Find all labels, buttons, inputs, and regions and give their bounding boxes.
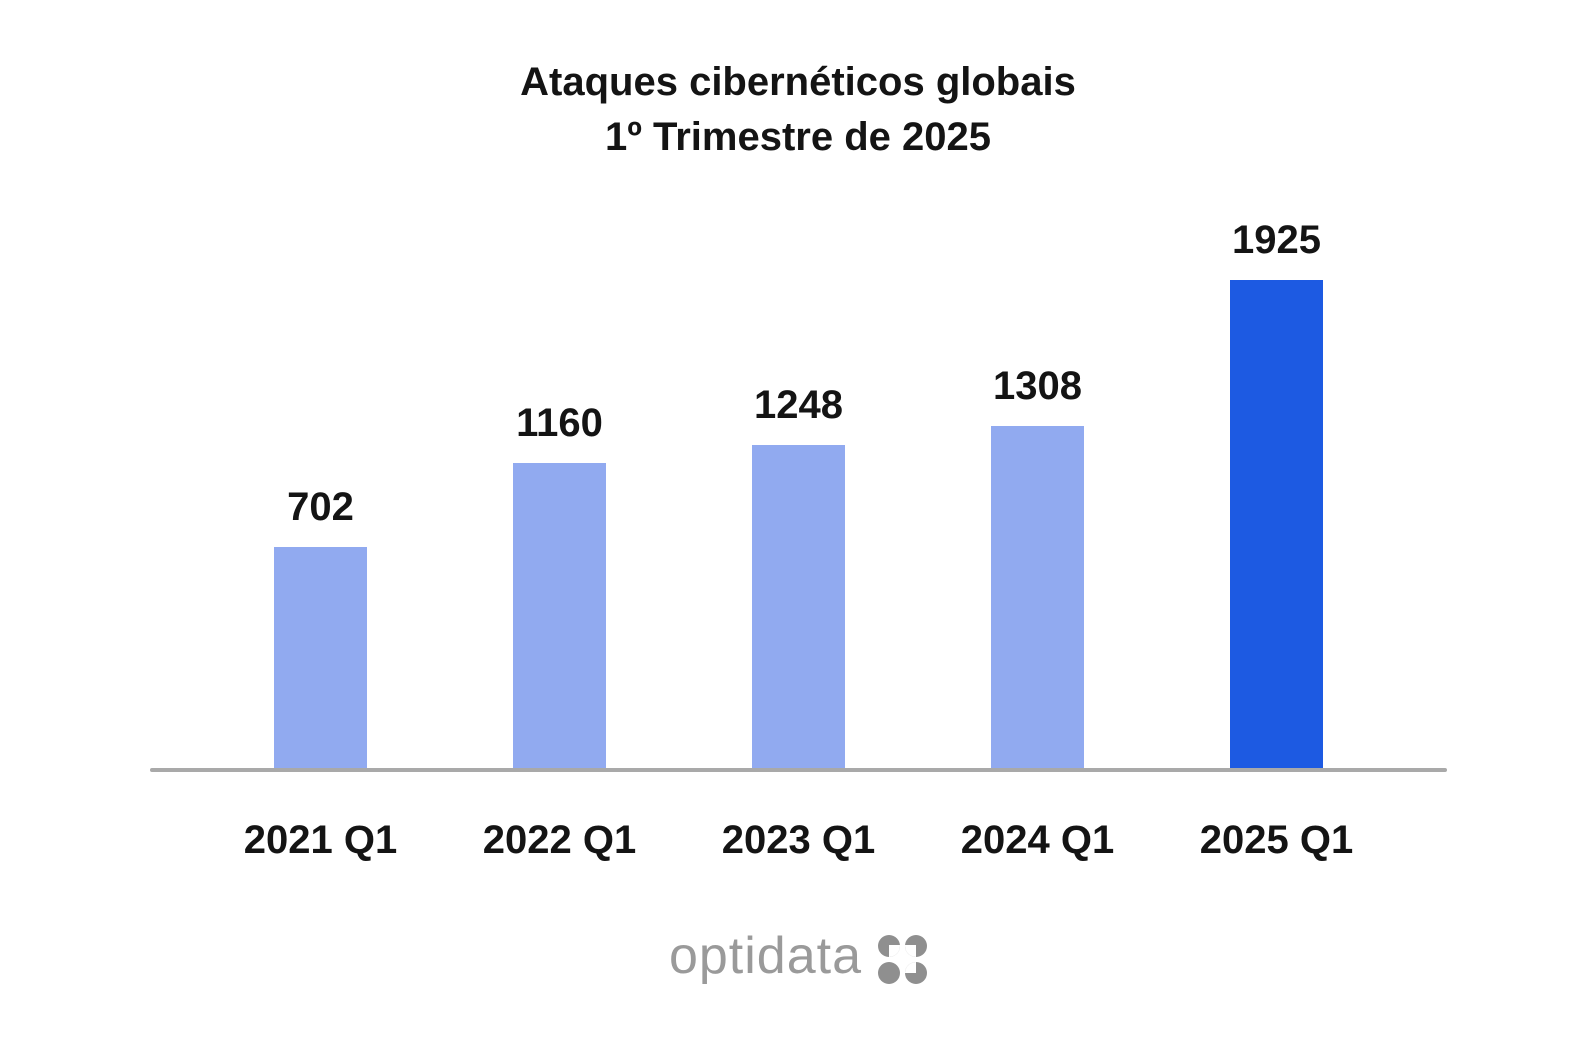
logo-dot-top-right-icon <box>905 934 928 957</box>
bars-row: 702 1160 1248 1308 1925 <box>274 0 1323 768</box>
bar-value-label: 1248 <box>754 383 843 427</box>
x-tick-label-2022-q1: 2022 Q1 <box>482 818 637 862</box>
chart-title: Ataques cibernéticos globais 1º Trimestr… <box>0 55 1596 165</box>
bar-column-2022-q1: 1160 <box>513 399 606 768</box>
logo-dot-bottom-left-icon <box>878 961 901 984</box>
optidata-logo-text: optidata <box>668 927 863 985</box>
bar-column-2024-q1: 1308 <box>991 362 1084 768</box>
x-tick-label-2025-q1: 2025 Q1 <box>1199 818 1354 862</box>
x-axis-line <box>150 768 1447 772</box>
optidata-logo-mark-icon <box>878 934 928 984</box>
bar-value-label: 702 <box>287 485 354 529</box>
bar-value-label: 1925 <box>1232 218 1321 262</box>
plot-area: 702 1160 1248 1308 1925 2021 Q1 <box>150 0 1447 900</box>
bar-column-2025-q1: 1925 <box>1230 216 1323 768</box>
chart-title-line1: Ataques cibernéticos globais <box>520 60 1076 104</box>
x-tick-label-2024-q1: 2024 Q1 <box>960 818 1115 862</box>
bar-2021-q1 <box>274 547 367 768</box>
bar-2022-q1 <box>513 463 606 768</box>
bar-2024-q1 <box>991 426 1084 768</box>
bar-column-2023-q1: 1248 <box>752 381 845 768</box>
x-axis-labels: 2021 Q1 2022 Q1 2023 Q1 2024 Q1 2025 Q1 <box>243 818 1354 863</box>
bar-2025-q1-highlighted <box>1230 280 1323 768</box>
x-tick-label-2023-q1: 2023 Q1 <box>721 818 876 862</box>
bar-value-label: 1160 <box>516 401 603 445</box>
logo-dot-top-left-icon <box>878 934 901 957</box>
bar-column-2021-q1: 702 <box>274 483 367 768</box>
chart-title-line2: 1º Trimestre de 2025 <box>605 115 991 159</box>
bar-2023-q1 <box>752 445 845 768</box>
bar-value-label: 1308 <box>993 364 1082 408</box>
logo-dot-bottom-right-icon <box>905 961 928 984</box>
x-tick-label-2021-q1: 2021 Q1 <box>243 818 398 862</box>
optidata-logo: optidata <box>0 930 1596 988</box>
